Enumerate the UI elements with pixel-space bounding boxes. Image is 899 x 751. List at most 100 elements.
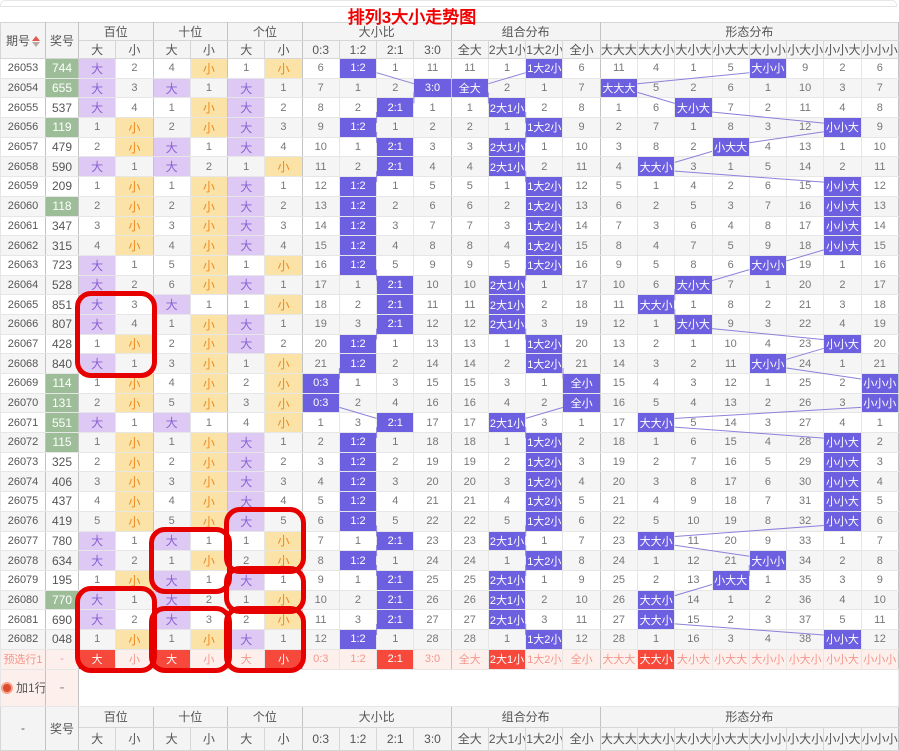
hit-cell: 大小小: [748, 353, 788, 374]
preselect-cell[interactable]: 小大大: [711, 648, 750, 670]
preselect-cell[interactable]: 小: [264, 648, 303, 670]
miss-cell: 8: [599, 235, 638, 256]
hit-cell: 小: [115, 451, 154, 473]
number-cell: 114: [45, 373, 79, 394]
miss-cell: 14: [786, 156, 825, 178]
miss-cell: 10: [562, 589, 601, 611]
miss-cell: 17: [599, 412, 638, 434]
miss-cell: 2: [674, 77, 713, 99]
miss-cell: 2: [748, 589, 788, 611]
miss-cell: 2: [450, 117, 489, 138]
miss-cell: 1: [487, 432, 527, 453]
miss-cell: 1: [227, 294, 266, 315]
miss-cell: 3: [748, 412, 788, 434]
table-row: 26063 723 大 1 5 小 1 小 16 1:2 5 9 9 5 1大2小 16 9 5 8 6 大小小 19 1 1…: [0, 254, 899, 276]
preselect-cell[interactable]: 大小大: [674, 648, 713, 670]
miss-cell: 3: [77, 215, 117, 237]
miss-cell: 1: [636, 550, 676, 571]
preselect-cell[interactable]: 大: [152, 648, 191, 670]
hit-cell: 小: [189, 235, 229, 256]
preselect-cell[interactable]: 大: [77, 648, 117, 670]
hit-cell: 小大大: [711, 136, 750, 158]
preselect-cell[interactable]: 全大: [450, 648, 489, 670]
number-cell: 347: [45, 215, 79, 237]
miss-cell: 2: [115, 550, 154, 571]
miss-cell: 1: [338, 77, 378, 99]
period-cell: 26054: [0, 77, 46, 99]
miss-cell: 6: [711, 254, 750, 276]
period-cell: 26074: [0, 471, 46, 493]
period-cell: 26060: [0, 195, 46, 217]
miss-cell: 6: [674, 432, 713, 453]
miss-cell: 2: [264, 195, 303, 217]
preselect-cell[interactable]: 大: [227, 648, 266, 670]
miss-cell: 6: [450, 195, 489, 217]
preselect-cell[interactable]: 小小大: [823, 648, 862, 670]
miss-cell: 7: [599, 215, 638, 237]
preselect-cell[interactable]: 小: [115, 648, 154, 670]
miss-cell: 12: [301, 628, 340, 650]
hit-cell: 1:2: [338, 451, 378, 473]
preselect-cell[interactable]: 小: [189, 648, 229, 670]
miss-cell: 1: [525, 569, 564, 591]
hit-cell: 大: [227, 491, 266, 512]
preselect-cell[interactable]: 全小: [562, 648, 601, 670]
hit-cell: 小: [189, 97, 229, 119]
preselect-cell[interactable]: 大大大: [599, 648, 638, 670]
miss-cell: 16: [301, 254, 340, 276]
hit-cell: 小: [115, 510, 154, 532]
add-row-button[interactable]: 加1行: [0, 668, 46, 707]
hit-cell: 1:2: [338, 195, 378, 217]
miss-cell: 3: [823, 294, 862, 315]
hit-cell: 大小小: [748, 58, 788, 79]
miss-cell: 8: [450, 235, 489, 256]
miss-cell: 8: [674, 471, 713, 493]
table-row: 26070 131 2 小 5 小 3 小 0:3 2 4 16 16 4 2 全小 16 5 4 13 2 26 3 小小小: [0, 392, 899, 414]
miss-cell: 18: [599, 432, 638, 453]
table-row: 26067 428 1 小 2 小大 2 20 1:2 1 13 13 1 1大2小 20 13 2 1 10 4 23…: [0, 333, 899, 355]
miss-cell: 12: [599, 313, 638, 335]
miss-cell: 2: [487, 451, 527, 473]
miss-cell: 1: [487, 58, 527, 79]
preselect-cell[interactable]: 小大小: [786, 648, 825, 670]
period-cell: 26075: [0, 491, 46, 512]
sub-header: 大: [152, 40, 191, 59]
miss-cell: 2: [301, 432, 340, 453]
miss-cell: 4: [823, 97, 862, 119]
hit-cell: 1大2小: [525, 195, 564, 217]
miss-cell: 23: [786, 333, 825, 355]
miss-cell: 1: [711, 589, 750, 611]
miss-cell: 23: [413, 530, 452, 552]
miss-cell: 21: [413, 491, 452, 512]
preselect-cell[interactable]: 2大1小: [487, 648, 527, 670]
footer-sub-header: 小大小: [786, 726, 825, 751]
miss-cell: 3: [487, 215, 527, 237]
hit-cell: 1大2小: [525, 254, 564, 276]
period-header[interactable]: 期号: [0, 22, 46, 59]
preselect-cell[interactable]: 0:3: [301, 648, 340, 670]
sort-icon[interactable]: [32, 36, 40, 48]
hit-cell: 小: [115, 392, 154, 414]
preselect-cell[interactable]: 1:2: [338, 648, 378, 670]
preselect-cell[interactable]: 大大小: [636, 648, 676, 670]
preselect-cell[interactable]: 大小小: [748, 648, 788, 670]
miss-cell: 5: [636, 392, 676, 414]
miss-cell: 8: [674, 254, 713, 276]
hit-cell: 小小大: [823, 510, 862, 532]
miss-cell: 20: [450, 471, 489, 493]
preselect-cell[interactable]: 1大2小: [525, 648, 564, 670]
miss-cell: 5: [711, 235, 750, 256]
miss-cell: 1: [748, 274, 788, 296]
miss-cell: 25: [599, 569, 638, 591]
miss-cell: 4: [748, 136, 788, 158]
miss-cell: 1: [189, 412, 229, 434]
preselect-cell[interactable]: 3:0: [413, 648, 452, 670]
preselect-cell[interactable]: 小小小: [860, 648, 899, 670]
footer-sub-header: 小小大: [823, 726, 862, 751]
miss-cell: 5: [301, 491, 340, 512]
hit-cell: 大: [77, 58, 117, 79]
preselect-cell[interactable]: 2:1: [376, 648, 415, 670]
hit-cell: 小: [189, 274, 229, 296]
preselect-row: 预选行1- 大小大小大小 0:3 1:2 2:1 3:0 全大 2大1小 1大2小 全小 大大大 大大…: [0, 648, 899, 670]
